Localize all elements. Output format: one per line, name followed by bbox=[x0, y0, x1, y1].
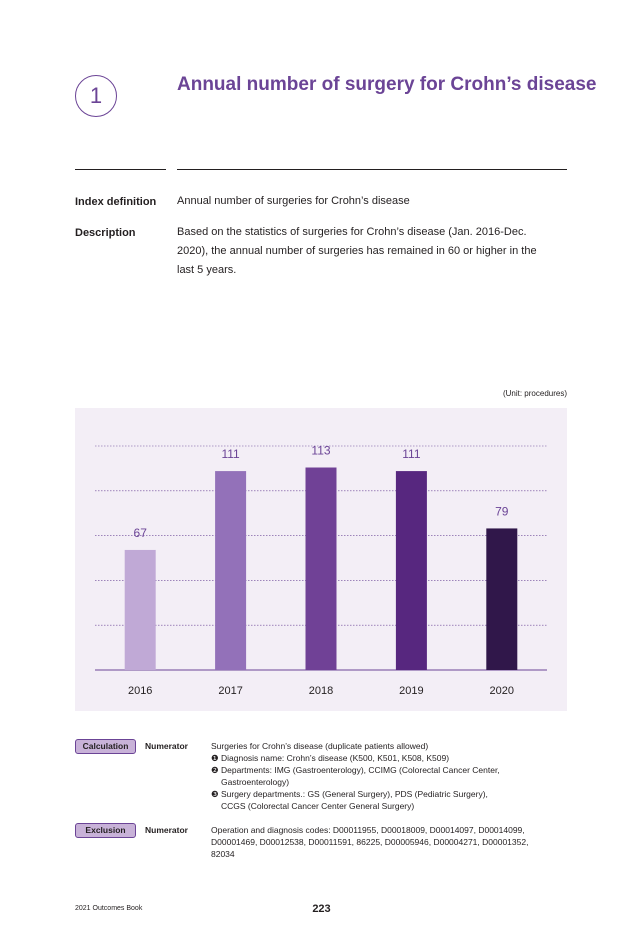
exclusion-pill: Exclusion bbox=[75, 823, 136, 838]
header-rule-left bbox=[75, 169, 166, 170]
exclusion-line: 82034 bbox=[211, 849, 235, 859]
exclusion-text: Operation and diagnosis codes: D00011955… bbox=[211, 824, 567, 860]
exclusion-line: Operation and diagnosis codes: D00011955… bbox=[211, 825, 525, 835]
description-text: Based on the statistics of surgeries for… bbox=[177, 223, 569, 280]
calculation-line: ❶ Diagnosis name: Crohn’s disease (K500,… bbox=[211, 753, 450, 763]
calculation-line: ❸ Surgery departments.: GS (General Surg… bbox=[211, 789, 488, 799]
data-label-2018: 113 bbox=[311, 444, 330, 458]
x-tick-label-2017: 2017 bbox=[218, 685, 242, 697]
calculation-numerator-label: Numerator bbox=[145, 741, 188, 751]
x-tick-label-2016: 2016 bbox=[128, 685, 152, 697]
data-label-2019: 111 bbox=[402, 447, 421, 461]
chart-panel: 67 2016 111 2017 113 2018 111 2019 79 2020 bbox=[75, 408, 567, 711]
bar-2016 bbox=[124, 549, 156, 670]
data-label-2020: 79 bbox=[495, 504, 509, 518]
data-label-2016: 67 bbox=[134, 526, 148, 540]
exclusion-line: D00001469, D00012538, D00011591, 86225, … bbox=[211, 837, 529, 847]
x-tick-label-2019: 2019 bbox=[399, 685, 423, 697]
unit-note: (Unit: procedures) bbox=[502, 389, 567, 398]
bar-2019 bbox=[395, 471, 427, 670]
calculation-line: ❷ Departments: IMG (Gastroenterology), C… bbox=[211, 765, 500, 775]
x-tick-label-2018: 2018 bbox=[309, 685, 333, 697]
bar-chart: 67 2016 111 2017 113 2018 111 2019 79 2020 bbox=[95, 444, 547, 697]
calculation-line: Gastroenterology) bbox=[221, 777, 290, 787]
exclusion-numerator-label: Numerator bbox=[145, 825, 188, 835]
calculation-line: CCGS (Colorectal Cancer Center General S… bbox=[221, 801, 415, 811]
description-line: 2020), the annual number of surgeries ha… bbox=[177, 245, 537, 257]
footer-page-number: 223 bbox=[312, 903, 331, 915]
description-line: last 5 years. bbox=[177, 264, 237, 276]
data-label-2017: 111 bbox=[221, 447, 240, 461]
bar-2017 bbox=[215, 471, 247, 670]
bar-2020 bbox=[486, 528, 518, 670]
calculation-text: Surgeries for Crohn’s disease (duplicate… bbox=[211, 740, 567, 812]
section-number-badge: 1 bbox=[75, 75, 117, 117]
calculation-line: Surgeries for Crohn’s disease (duplicate… bbox=[211, 741, 429, 751]
calculation-pill: Calculation bbox=[75, 739, 136, 754]
page-title: Annual number of surgery for Crohn’s dis… bbox=[177, 74, 597, 95]
index-definition-label: Index definition bbox=[75, 196, 157, 208]
description-line: Based on the statistics of surgeries for… bbox=[177, 226, 527, 238]
description-label: Description bbox=[75, 227, 136, 239]
x-tick-label-2020: 2020 bbox=[490, 685, 514, 697]
index-definition-text: Annual number of surgeries for Crohn’s d… bbox=[177, 195, 410, 207]
bar-2018 bbox=[305, 467, 337, 670]
header-rule-right bbox=[177, 169, 567, 170]
footer-book-name: 2021 Outcomes Book bbox=[75, 905, 143, 912]
